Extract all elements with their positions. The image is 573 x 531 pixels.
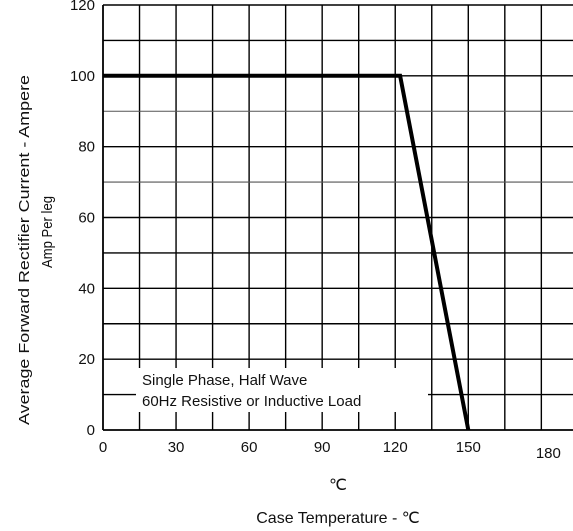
y-tick-labels: 0 20 40 60 80 100 120 [70, 0, 95, 439]
x-axis-label: Case Temperature - ℃ [256, 510, 420, 527]
x-tick-label-120: 120 [383, 439, 408, 456]
x-tick-label-0: 0 [99, 439, 107, 456]
x-tick-label-60: 60 [241, 439, 258, 456]
y-axis-label-line-1: Average Forward Rectifier Current - Ampe… [16, 75, 33, 425]
x-tick-label-30: 30 [168, 439, 185, 456]
annotation-background [136, 368, 428, 412]
annotation-line-1: Single Phase, Half Wave [142, 372, 307, 389]
x-tick-label-150: 150 [456, 439, 481, 456]
y-tick-label-120: 120 [70, 0, 95, 14]
annotation-line-2: 60Hz Resistive or Inductive Load [142, 393, 361, 410]
y-tick-label-60: 60 [78, 210, 95, 227]
y-tick-label-20: 20 [78, 351, 95, 368]
x-tick-labels: 0 30 60 90 120 150 180 [99, 439, 561, 462]
x-tick-label-180: 180 [536, 445, 561, 462]
series-line-0 [103, 73, 471, 431]
x-tick-label-90: 90 [314, 439, 331, 456]
y-tick-label-100: 100 [70, 68, 95, 85]
horizontal-gridlines [103, 4, 573, 396]
x-unit-mark: ℃ [329, 477, 347, 494]
y-tick-label-40: 40 [78, 280, 95, 297]
y-tick-label-0: 0 [87, 422, 95, 439]
y-tick-label-80: 80 [78, 139, 95, 156]
y-axis-label-line-2: Amp Per leg [39, 196, 56, 268]
series-group [102, 73, 471, 431]
